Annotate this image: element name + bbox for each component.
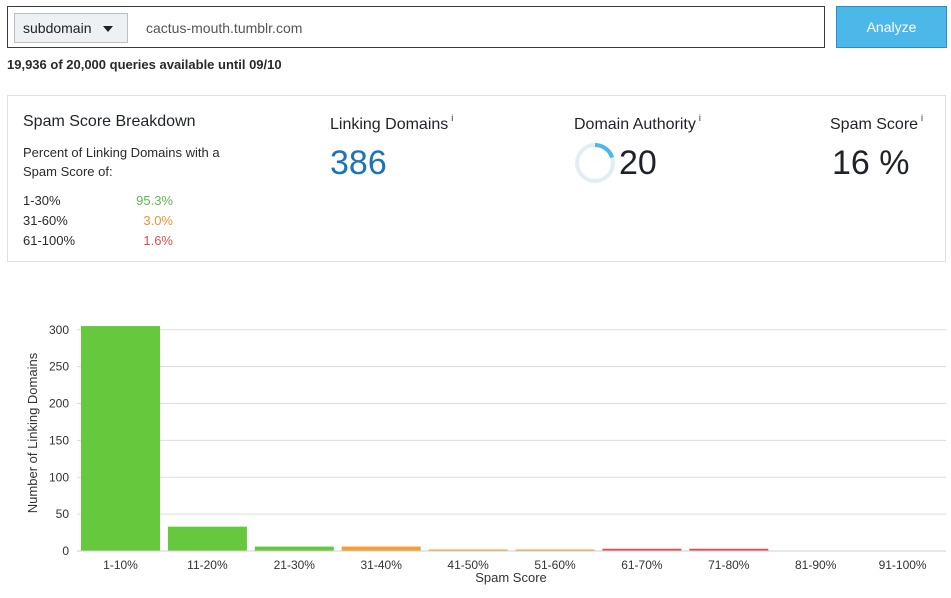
breakdown-percent: 3.0% bbox=[143, 213, 173, 228]
y-tick-label: 0 bbox=[62, 544, 69, 558]
x-tick-label: 31-40% bbox=[361, 558, 403, 572]
breakdown-row: 61-100% 1.6% bbox=[23, 231, 173, 251]
bar bbox=[341, 546, 421, 551]
breakdown-percent: 95.3% bbox=[136, 193, 173, 208]
x-tick-label: 61-70% bbox=[621, 558, 663, 572]
info-icon[interactable]: i bbox=[921, 113, 924, 123]
scope-dropdown[interactable]: subdomain bbox=[14, 13, 128, 43]
scope-dropdown-value: subdomain bbox=[23, 20, 92, 36]
x-axis-title: Spam Score bbox=[475, 570, 547, 585]
linking-domains-label: Linking Domains i bbox=[330, 113, 453, 134]
search-bar: subdomain bbox=[7, 6, 825, 48]
breakdown-title: Spam Score Breakdown bbox=[23, 113, 196, 130]
spam-score-value: 16 % bbox=[832, 144, 910, 182]
domain-authority-ring-icon bbox=[575, 143, 615, 183]
breakdown-row: 31-60% 3.0% bbox=[23, 211, 173, 231]
y-tick-label: 150 bbox=[49, 433, 69, 447]
breakdown-row: 1-30% 95.3% bbox=[23, 191, 173, 211]
x-tick-label: 41-50% bbox=[447, 558, 489, 572]
x-tick-label: 11-20% bbox=[187, 558, 228, 572]
y-tick-label: 100 bbox=[49, 470, 69, 484]
domain-authority-label-text: Domain Authority bbox=[574, 116, 696, 133]
bar bbox=[515, 549, 595, 551]
spam-score-chart: 0 50 100 150 200 250 300 1-10% 11-20% 21-30% 31-40… bbox=[25, 323, 946, 585]
spam-score-label: Spam Score i bbox=[830, 113, 923, 134]
breakdown-range: 31-60% bbox=[23, 213, 68, 228]
y-tick-label: 200 bbox=[49, 397, 69, 411]
bar bbox=[254, 546, 334, 551]
breakdown-description: Percent of Linking Domains with a Spam S… bbox=[23, 145, 220, 179]
bar bbox=[602, 548, 682, 551]
breakdown-range: 61-100% bbox=[23, 233, 76, 248]
bar bbox=[81, 326, 160, 551]
y-tick-label: 250 bbox=[49, 360, 69, 374]
y-tick-label: 300 bbox=[49, 323, 69, 337]
breakdown-percent: 1.6% bbox=[143, 233, 173, 248]
x-tick-label: 51-60% bbox=[534, 558, 576, 572]
chevron-down-icon bbox=[103, 26, 113, 32]
x-tick-label: 1-10% bbox=[103, 558, 138, 572]
y-axis-title: Number of Linking Domains bbox=[25, 352, 40, 513]
linking-domains-label-text: Linking Domains bbox=[330, 116, 449, 133]
breakdown-range: 1-30% bbox=[23, 193, 61, 208]
bar bbox=[428, 549, 508, 551]
summary-panel: Spam Score Breakdown Percent of Linking … bbox=[7, 95, 946, 262]
y-tick-label: 50 bbox=[56, 507, 70, 521]
bar bbox=[167, 526, 247, 551]
url-input[interactable] bbox=[146, 13, 806, 43]
linking-domains-value: 386 bbox=[330, 144, 387, 182]
info-icon[interactable]: i bbox=[698, 113, 701, 123]
query-quota-text: 19,936 of 20,000 queries available until… bbox=[7, 57, 282, 72]
domain-authority-value: 20 bbox=[619, 144, 657, 182]
spam-score-label-text: Spam Score bbox=[830, 116, 919, 133]
info-icon[interactable]: i bbox=[451, 113, 454, 123]
x-tick-label: 21-30% bbox=[274, 558, 316, 572]
x-tick-label: 71-80% bbox=[708, 558, 750, 572]
domain-authority-label: Domain Authority i bbox=[574, 113, 701, 134]
x-tick-label: 81-90% bbox=[795, 558, 837, 572]
bar bbox=[689, 548, 769, 551]
x-tick-label: 91-100% bbox=[879, 558, 927, 572]
analyze-button[interactable]: Analyze bbox=[836, 6, 947, 48]
